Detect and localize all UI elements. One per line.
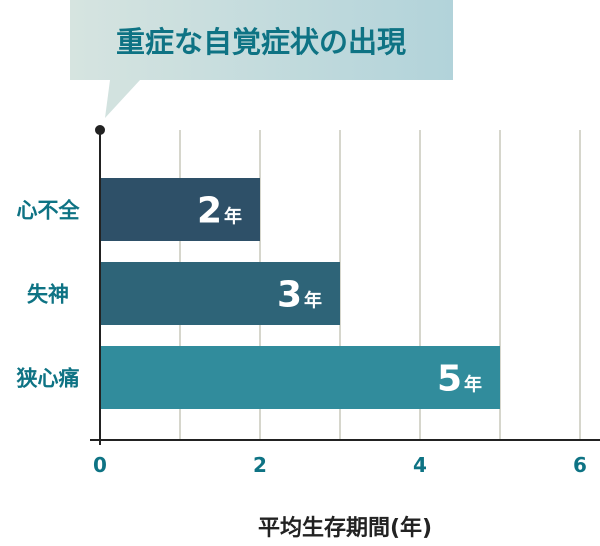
x-tick-label: 6: [573, 453, 587, 477]
bar: [100, 346, 500, 409]
data-label-number: 5: [437, 359, 462, 400]
x-tick-label: 4: [413, 453, 427, 477]
chart-title: 重症な自覚症状の出現: [116, 25, 406, 59]
category-label: 失神: [27, 283, 69, 307]
data-label-number: 3: [277, 275, 302, 316]
bar: [100, 178, 260, 241]
data-label-number: 2: [197, 191, 222, 232]
x-axis-label: 平均生存期間(年): [258, 515, 432, 541]
category-label: 狭心痛: [16, 367, 80, 391]
data-label-unit: 年: [304, 290, 322, 312]
callout-tail: [105, 80, 140, 118]
callout-box: [70, 0, 453, 80]
title-callout: 重症な自覚症状の出現: [70, 0, 453, 118]
category-label: 心不全: [17, 199, 81, 223]
x-tick-label: 2: [253, 453, 267, 477]
data-label-unit: 年: [464, 374, 482, 396]
data-label-unit: 年: [224, 206, 242, 228]
bar: [100, 262, 340, 325]
x-tick-label: 0: [93, 453, 107, 477]
y-axis-dot: [95, 125, 105, 135]
